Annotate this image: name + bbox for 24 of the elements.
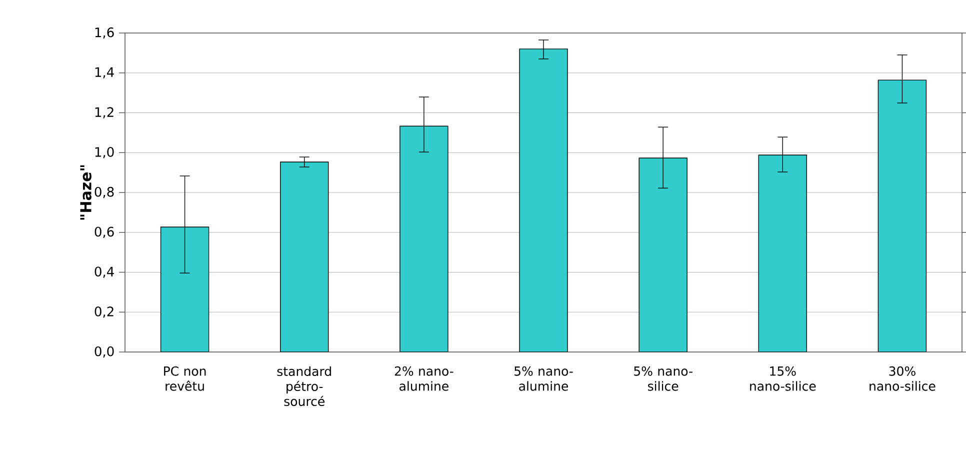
bar — [638, 158, 688, 352]
x-tick-label: PC non revêtu — [164, 366, 206, 391]
y-tick-label: 0,8 — [94, 186, 114, 198]
y-tick-label: 0,2 — [94, 306, 114, 318]
bar — [280, 162, 329, 352]
y-tick-label: 1,6 — [95, 27, 114, 39]
x-tick-label: 30% nano-silice — [870, 366, 936, 391]
x-tick-label: 5% nano-silice — [634, 366, 692, 391]
y-axis-title: "Haze" — [80, 165, 92, 220]
x-tick-label: standard pétro-sourcé — [277, 366, 331, 406]
bar — [400, 126, 448, 352]
y-tick-label: 0,6 — [94, 226, 114, 238]
x-tick-label: 15% nano-silice — [750, 366, 816, 391]
y-tick-label: 0,0 — [94, 346, 114, 358]
y-tick-label: 1,4 — [95, 67, 114, 78]
y-tick-label: 1,2 — [95, 107, 114, 118]
bar — [878, 80, 927, 352]
y-tick-label: 1,0 — [95, 147, 114, 158]
bar — [519, 48, 568, 352]
x-tick-label: 5% nano-alumine — [514, 366, 573, 391]
bar — [160, 226, 210, 352]
bar — [758, 154, 807, 352]
y-tick-label: 0,4 — [94, 266, 114, 278]
x-tick-label: 2% nano-alumine — [394, 366, 454, 391]
